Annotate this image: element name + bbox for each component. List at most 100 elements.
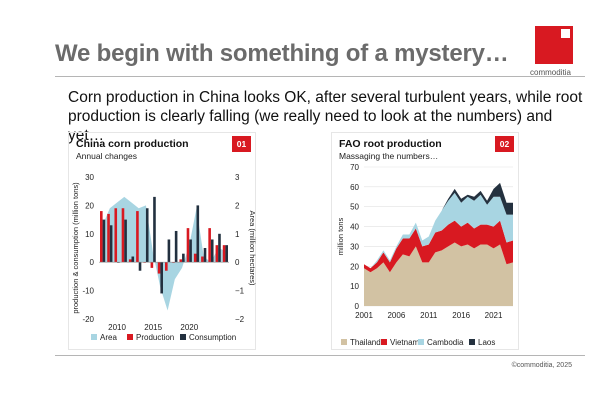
production-bar (208, 228, 211, 263)
slide-title: We begin with something of a mystery… (55, 40, 509, 67)
x-tick-label: 2010 (108, 323, 126, 332)
production-bar (121, 208, 125, 263)
x-tick-label: 2015 (144, 323, 162, 332)
production-bar (100, 211, 103, 263)
legend-swatch (127, 334, 133, 340)
chart-title: China corn production (76, 138, 189, 150)
legend-label: Production (136, 333, 174, 342)
x-tick-label: 2016 (452, 311, 470, 320)
legend-swatch (469, 339, 475, 345)
production-bar (186, 228, 190, 263)
consumption-bar (174, 230, 178, 263)
commoditia-logo-icon (535, 26, 573, 64)
production-bar (193, 253, 197, 263)
consumption-bar (182, 253, 185, 263)
production-bar (179, 259, 183, 263)
consumption-bar (167, 239, 171, 263)
production-bar (136, 211, 139, 263)
fao-root-chart: 0 10 20 30 40 50 60 70 2001 2006 2011 2016 2021 milli… (336, 163, 513, 347)
production-bar (157, 262, 161, 274)
y2-tick-label: 0 (235, 258, 240, 267)
consumption-bar (153, 196, 156, 263)
y-tick-label: 70 (350, 163, 359, 172)
y2-tick-label: −1 (235, 287, 245, 296)
chart-panel-china-corn: -20 -10 0 10 20 30 −2 −1 0 1 2 3 2010 2015 2020 product… (68, 132, 257, 350)
y2-tick-label: 3 (235, 173, 240, 182)
consumption-bar (203, 248, 207, 263)
laos-area (364, 182, 513, 269)
y-tick-label: 60 (350, 183, 359, 192)
x-tick-label: 2021 (485, 311, 503, 320)
vietnam-area (364, 220, 513, 273)
production-bar (215, 245, 219, 263)
footer-divider (55, 355, 585, 356)
y-tick-label: 30 (350, 242, 359, 251)
y2-tick-label: 2 (235, 201, 240, 210)
cambodia-area (364, 192, 513, 269)
y2-tick-label: 1 (235, 230, 240, 239)
legend-swatch (180, 334, 186, 340)
y-tick-label: 0 (90, 258, 95, 267)
footer-copyright: ©commoditia, 2025 (511, 362, 572, 369)
legend-label: Cambodia (427, 338, 464, 347)
consumption-bar (189, 239, 192, 263)
slide-subtitle: Corn production in China looks OK, after… (68, 89, 583, 144)
legend-swatch (341, 339, 347, 345)
consumption-bar (131, 256, 135, 263)
y-tick-label: -20 (82, 315, 94, 324)
chart-number-badge: 02 (495, 136, 514, 152)
legend-label: Laos (478, 338, 495, 347)
y-tick-label: 40 (350, 223, 359, 232)
production-bar (150, 262, 154, 268)
legend-swatch (418, 339, 424, 345)
legend-label: Area (100, 333, 117, 342)
production-bar (114, 208, 118, 263)
y2-axis-label: Area (million hectares) (248, 210, 257, 286)
production-bar (222, 245, 226, 263)
consumption-bar (196, 205, 200, 263)
logo-notch (561, 29, 570, 38)
production-bar (107, 213, 110, 263)
header-divider (55, 76, 585, 77)
consumption-bar (124, 219, 127, 263)
consumption-bar (145, 208, 149, 263)
production-bar (201, 256, 204, 263)
consumption-bar (138, 262, 142, 271)
consumption-bar (109, 225, 113, 263)
y-tick-label: 10 (85, 230, 94, 239)
y-tick-label: -10 (82, 287, 94, 296)
x-tick-label: 2020 (180, 323, 198, 332)
china-corn-chart: -20 -10 0 10 20 30 −2 −1 0 1 2 3 2010 2015 2020 product… (71, 173, 257, 342)
production-bar (165, 262, 168, 271)
y-tick-label: 50 (350, 203, 359, 212)
consumption-bar (218, 233, 221, 263)
legend-swatch (381, 339, 387, 345)
consumption-bar (102, 219, 106, 263)
y-tick-label: 0 (355, 302, 360, 311)
logo-text: commoditia (530, 68, 571, 77)
chart-number-badge: 01 (232, 136, 251, 152)
y-tick-label: 20 (350, 262, 359, 271)
x-tick-label: 2001 (355, 311, 373, 320)
y2-tick-label: −2 (235, 315, 245, 324)
consumption-bar (160, 262, 163, 294)
chart-subtitle: Massaging the numbers… (339, 151, 439, 161)
production-bar (128, 259, 132, 263)
y-tick-label: 20 (85, 201, 94, 210)
x-tick-label: 2006 (387, 311, 405, 320)
area-series (102, 196, 226, 311)
y-axis-label: production & consumption (million tons) (71, 182, 80, 314)
y-tick-label: 10 (350, 282, 359, 291)
chart-title: FAO root production (339, 138, 442, 150)
consumption-bar (225, 245, 228, 263)
x-tick-label: 2011 (420, 311, 438, 320)
thailand-area (364, 242, 513, 306)
legend-label: Consumption (189, 333, 236, 342)
consumption-bar (210, 239, 214, 263)
legend-label: Vietnam (390, 338, 420, 347)
chart-panel-fao-root: 0 10 20 30 40 50 60 70 2001 2006 2011 2016 2021 milli… (331, 132, 519, 350)
legend-label: Thailand (350, 338, 381, 347)
y-tick-label: 30 (85, 173, 94, 182)
legend-swatch (91, 334, 97, 340)
chart-subtitle: Annual changes (76, 151, 137, 161)
